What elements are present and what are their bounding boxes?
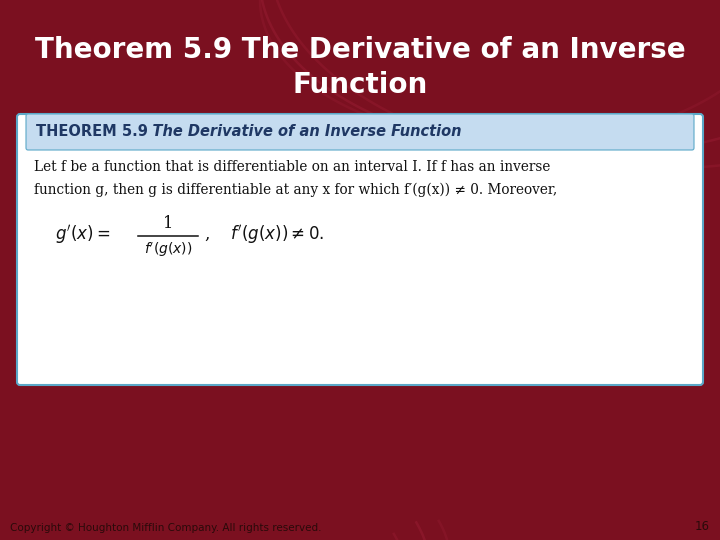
Text: Theorem 5.9 The Derivative of an Inverse: Theorem 5.9 The Derivative of an Inverse — [35, 36, 685, 64]
Text: The Derivative of an Inverse Function: The Derivative of an Inverse Function — [132, 125, 462, 139]
Text: Function: Function — [292, 71, 428, 99]
Text: THEOREM 5.9: THEOREM 5.9 — [36, 125, 148, 139]
Text: Copyright © Houghton Mifflin Company. All rights reserved.: Copyright © Houghton Mifflin Company. Al… — [10, 523, 322, 533]
Text: function g, then g is differentiable at any x for which f′(g(x)) ≠ 0. Moreover,: function g, then g is differentiable at … — [34, 183, 557, 197]
Text: 1: 1 — [163, 215, 173, 233]
Text: Let f be a function that is differentiable on an interval I. If f has an inverse: Let f be a function that is differentiab… — [34, 160, 550, 174]
Text: $g'(x) =$: $g'(x) =$ — [55, 224, 110, 246]
FancyBboxPatch shape — [26, 114, 694, 150]
FancyBboxPatch shape — [17, 114, 703, 385]
Text: ,    $f'(g(x)) \neq 0.$: , $f'(g(x)) \neq 0.$ — [204, 224, 324, 246]
Text: 16: 16 — [695, 520, 710, 533]
Text: $f'(g(x))$: $f'(g(x))$ — [144, 241, 192, 259]
